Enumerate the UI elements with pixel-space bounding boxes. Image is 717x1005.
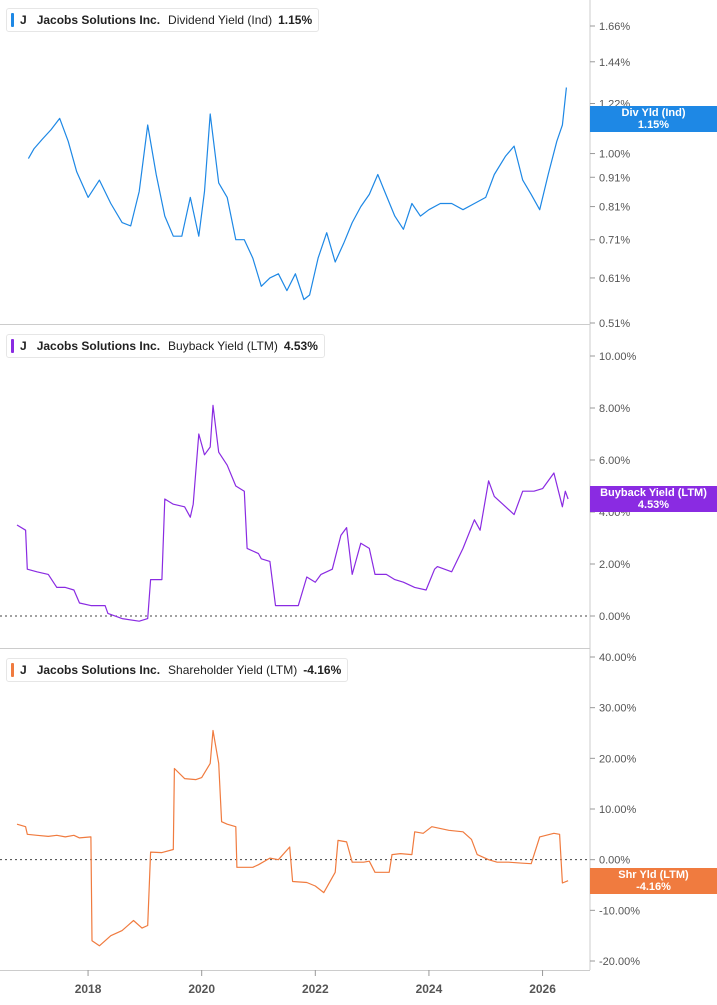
y-tick-label: 40.00% — [599, 652, 637, 664]
y-tick-label: 10.00% — [599, 804, 637, 816]
metric-value: -4.16% — [303, 663, 342, 677]
ticker-symbol: J — [20, 13, 27, 27]
badge-label: Buyback Yield (LTM) — [600, 487, 707, 499]
badge-label: Shr Yld (LTM) — [618, 869, 689, 881]
x-tick-label: 2022 — [302, 982, 329, 996]
x-tick-label: 2018 — [75, 982, 102, 996]
metric-value: 1.15% — [278, 13, 313, 27]
metric-name: Buyback Yield (LTM) — [168, 339, 278, 353]
x-tick-label: 2024 — [416, 982, 443, 996]
last-value-badge-shareholder: Shr Yld (LTM) -4.16% — [590, 868, 717, 894]
series-color-bar — [11, 663, 14, 677]
x-tick-label: 2020 — [188, 982, 215, 996]
panel-title-buyback: J Jacobs Solutions Inc. Buyback Yield (L… — [6, 334, 325, 358]
y-tick-label: 0.61% — [599, 273, 630, 285]
y-tick-label: 0.91% — [599, 172, 630, 184]
metric-value: 4.53% — [283, 339, 318, 353]
ticker-symbol: J — [20, 339, 27, 353]
series-color-bar — [11, 13, 14, 27]
y-tick-label: 1.44% — [599, 57, 630, 69]
metric-name: Dividend Yield (Ind) — [168, 13, 273, 27]
company-name: Jacobs Solutions Inc. — [36, 339, 161, 353]
y-tick-label: 30.00% — [599, 703, 637, 715]
panel-title-dividend: J Jacobs Solutions Inc. Dividend Yield (… — [6, 8, 320, 32]
y-tick-label: 0.51% — [599, 318, 630, 330]
y-tick-label: 20.00% — [599, 753, 637, 765]
y-tick-label: 6.00% — [599, 455, 630, 467]
badge-label: Div Yld (Ind) — [621, 107, 686, 119]
last-value-badge-dividend: Div Yld (Ind) 1.15% — [590, 106, 717, 132]
y-tick-label: 8.00% — [599, 403, 630, 415]
metric-name: Shareholder Yield (LTM) — [168, 663, 298, 677]
series-line-dividend — [27, 87, 567, 301]
ticker-symbol: J — [20, 663, 27, 677]
series-line-buyback — [16, 404, 569, 622]
y-tick-label: 0.81% — [599, 202, 630, 214]
y-tick-label: 0.00% — [599, 855, 630, 867]
y-tick-label: 0.71% — [599, 235, 630, 247]
company-name: Jacobs Solutions Inc. — [36, 663, 161, 677]
badge-value: 1.15% — [637, 119, 670, 131]
y-tick-label: -20.00% — [599, 956, 640, 968]
badge-value: 4.53% — [637, 499, 670, 511]
y-tick-label: 10.00% — [599, 351, 637, 363]
badge-value: -4.16% — [636, 881, 671, 893]
y-tick-label: 1.66% — [599, 21, 630, 33]
series-color-bar — [11, 339, 14, 353]
y-tick-label: 0.00% — [599, 611, 630, 623]
series-line-shareholder — [16, 729, 569, 947]
last-value-badge-buyback: Buyback Yield (LTM) 4.53% — [590, 486, 717, 512]
y-tick-label: -10.00% — [599, 905, 640, 917]
y-tick-label: 2.00% — [599, 559, 630, 571]
y-tick-label: 1.00% — [599, 149, 630, 161]
company-name: Jacobs Solutions Inc. — [36, 13, 161, 27]
panel-title-shareholder: J Jacobs Solutions Inc. Shareholder Yiel… — [6, 658, 349, 682]
x-tick-label: 2026 — [529, 982, 556, 996]
